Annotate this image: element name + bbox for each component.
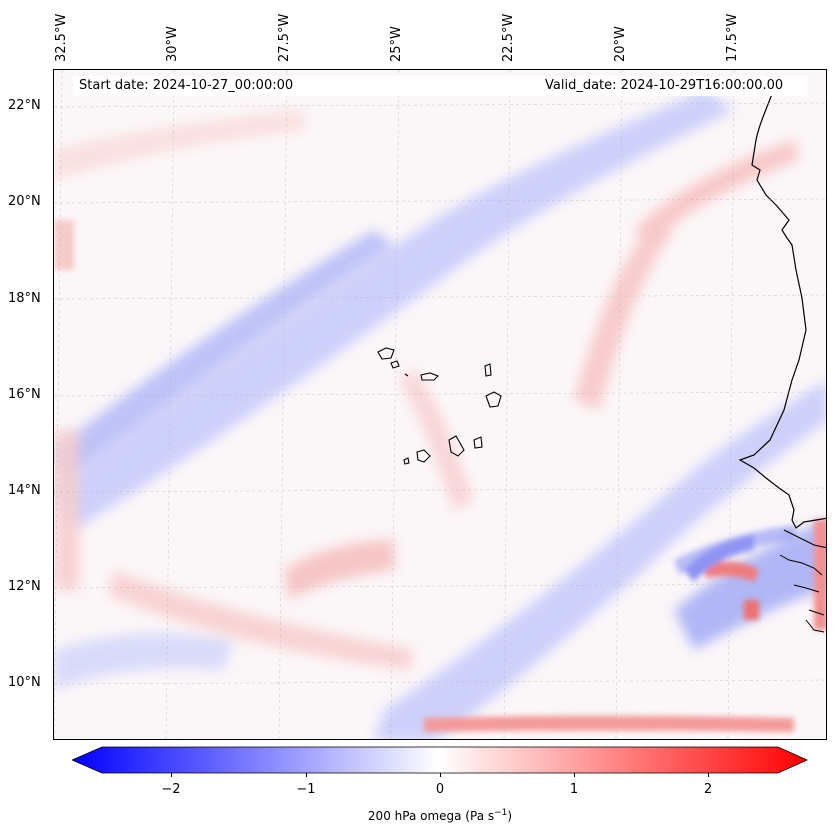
- valid-date-label: Valid_date: 2024-10-29T16:00:00.00: [545, 78, 784, 93]
- cbar-tick-label: 1: [569, 782, 579, 797]
- lat-label-12n: 12°N: [8, 579, 41, 594]
- lat-label-16n: 16°N: [8, 387, 41, 402]
- coastline: [738, 93, 826, 529]
- cbar-tick-mark: [306, 773, 307, 777]
- graticule: [54, 70, 826, 739]
- lon-label-30w: 30°W: [165, 26, 180, 62]
- colorbar-label-close: ): [507, 809, 513, 823]
- cbar-tick-label: −2: [161, 782, 181, 797]
- lat-label-20n: 20°N: [8, 194, 41, 209]
- header-box: [73, 76, 808, 96]
- lat-label-10n: 10°N: [8, 675, 41, 690]
- lon-label-17-5w: 17.5°W: [725, 13, 740, 62]
- cape-verde-islands: [377, 347, 502, 465]
- cbar-tick-label: 0: [435, 782, 445, 797]
- cbar-tick-label: −1: [296, 782, 316, 797]
- lon-label-32-5w: 32.5°W: [54, 13, 69, 62]
- map-panel: [53, 69, 827, 740]
- lon-label-22-5w: 22.5°W: [501, 13, 516, 62]
- colorbar-label: 200 hPa omega (Pa s−1): [0, 808, 837, 823]
- start-date-label: Start date: 2024-10-27_00:00:00: [79, 78, 294, 93]
- cbar-tick-mark: [440, 773, 441, 777]
- omega-field: [54, 70, 826, 739]
- cbar-tick-label: 2: [703, 782, 713, 797]
- colorbar-label-text: 200 hPa omega (Pa s: [367, 809, 495, 823]
- lon-label-20w: 20°W: [613, 26, 628, 62]
- lon-label-25w: 25°W: [389, 26, 404, 62]
- lat-label-14n: 14°N: [8, 483, 41, 498]
- colorbar: [72, 746, 808, 774]
- lat-label-22n: 22°N: [8, 98, 41, 113]
- cbar-tick-mark: [574, 773, 575, 777]
- colorbar-label-exponent: −1: [494, 808, 508, 818]
- lon-label-27-5w: 27.5°W: [277, 13, 292, 62]
- lat-label-18n: 18°N: [8, 291, 41, 306]
- cbar-tick-mark: [171, 773, 172, 777]
- coastline-guinea: [779, 529, 826, 633]
- cbar-tick-mark: [708, 773, 709, 777]
